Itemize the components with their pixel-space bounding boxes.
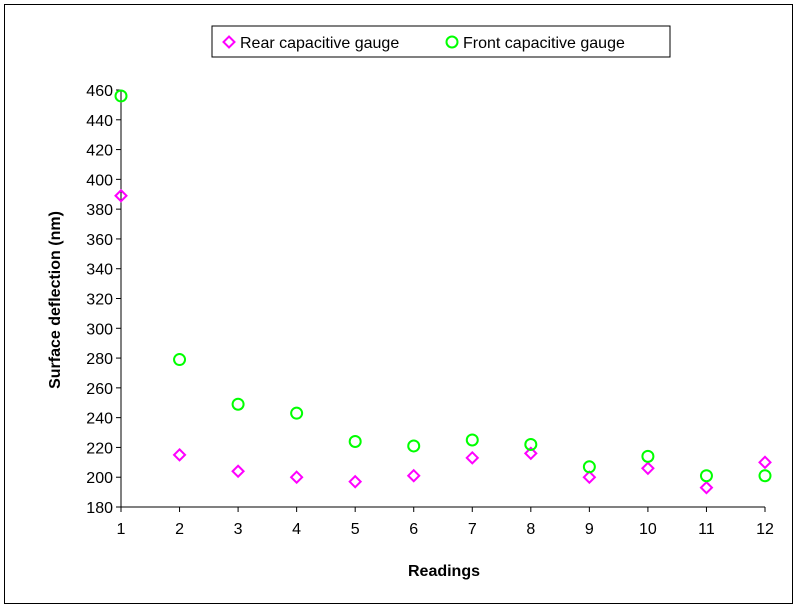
legend-label: Front capacitive gauge <box>463 35 625 52</box>
y-tick-label: 200 <box>86 470 113 487</box>
x-tick-label: 3 <box>234 521 243 538</box>
data-point <box>290 406 304 420</box>
diamond-marker-icon <box>222 35 236 49</box>
data-point <box>465 450 480 465</box>
data-point <box>582 460 596 474</box>
x-tick-label: 10 <box>639 521 657 538</box>
legend-label: Rear capacitive gauge <box>240 35 399 52</box>
y-tick-label: 240 <box>86 411 113 428</box>
chart-frame <box>4 4 793 604</box>
data-point <box>582 470 597 485</box>
x-tick-label: 12 <box>756 521 774 538</box>
series-front <box>114 89 772 483</box>
x-tick-label: 5 <box>351 521 360 538</box>
circle-marker-icon <box>445 35 459 49</box>
data-point <box>640 461 655 476</box>
data-point <box>465 433 479 447</box>
y-tick-label: 360 <box>86 232 113 249</box>
data-point <box>758 469 772 483</box>
legend-item: Rear capacitive gauge <box>222 35 399 52</box>
data-point <box>114 89 128 103</box>
data-point <box>758 455 772 470</box>
data-point <box>641 449 655 463</box>
y-tick-label: 280 <box>86 351 113 368</box>
data-point <box>406 468 421 483</box>
data-point <box>173 353 187 367</box>
y-tick-label: 400 <box>86 172 113 189</box>
x-tick-label: 6 <box>409 521 418 538</box>
series-rear <box>114 188 772 495</box>
y-tick-label: 440 <box>86 113 113 130</box>
data-point <box>231 397 245 411</box>
legend-item: Front capacitive gauge <box>445 35 625 52</box>
legend-box <box>211 25 671 58</box>
data-point <box>289 470 304 485</box>
data-point <box>348 434 362 448</box>
x-tick-label: 8 <box>526 521 535 538</box>
data-point <box>348 474 363 489</box>
x-axis-title: Readings <box>408 563 480 580</box>
y-tick-label: 220 <box>86 440 113 457</box>
data-point <box>172 447 187 462</box>
y-tick-label: 340 <box>86 262 113 279</box>
data-point <box>114 188 128 203</box>
y-tick-label: 460 <box>86 83 113 100</box>
y-tick-label: 180 <box>86 500 113 517</box>
x-tick-label: 2 <box>175 521 184 538</box>
data-point <box>523 446 538 461</box>
data-point <box>699 469 713 483</box>
y-tick-label: 380 <box>86 202 113 219</box>
data-point <box>699 480 714 495</box>
data-point <box>407 439 421 453</box>
x-tick-label: 1 <box>117 521 126 538</box>
y-tick-label: 320 <box>86 292 113 309</box>
x-tick-label: 9 <box>585 521 594 538</box>
data-point <box>231 464 246 479</box>
data-point <box>524 437 538 451</box>
y-tick-label: 300 <box>86 321 113 338</box>
x-tick-label: 4 <box>292 521 301 538</box>
y-axis-title: Surface deflection (nm) <box>47 211 64 389</box>
x-tick-label: 7 <box>468 521 477 538</box>
x-tick-label: 11 <box>698 521 715 538</box>
y-tick-label: 420 <box>86 143 113 160</box>
y-tick-label: 260 <box>86 381 113 398</box>
